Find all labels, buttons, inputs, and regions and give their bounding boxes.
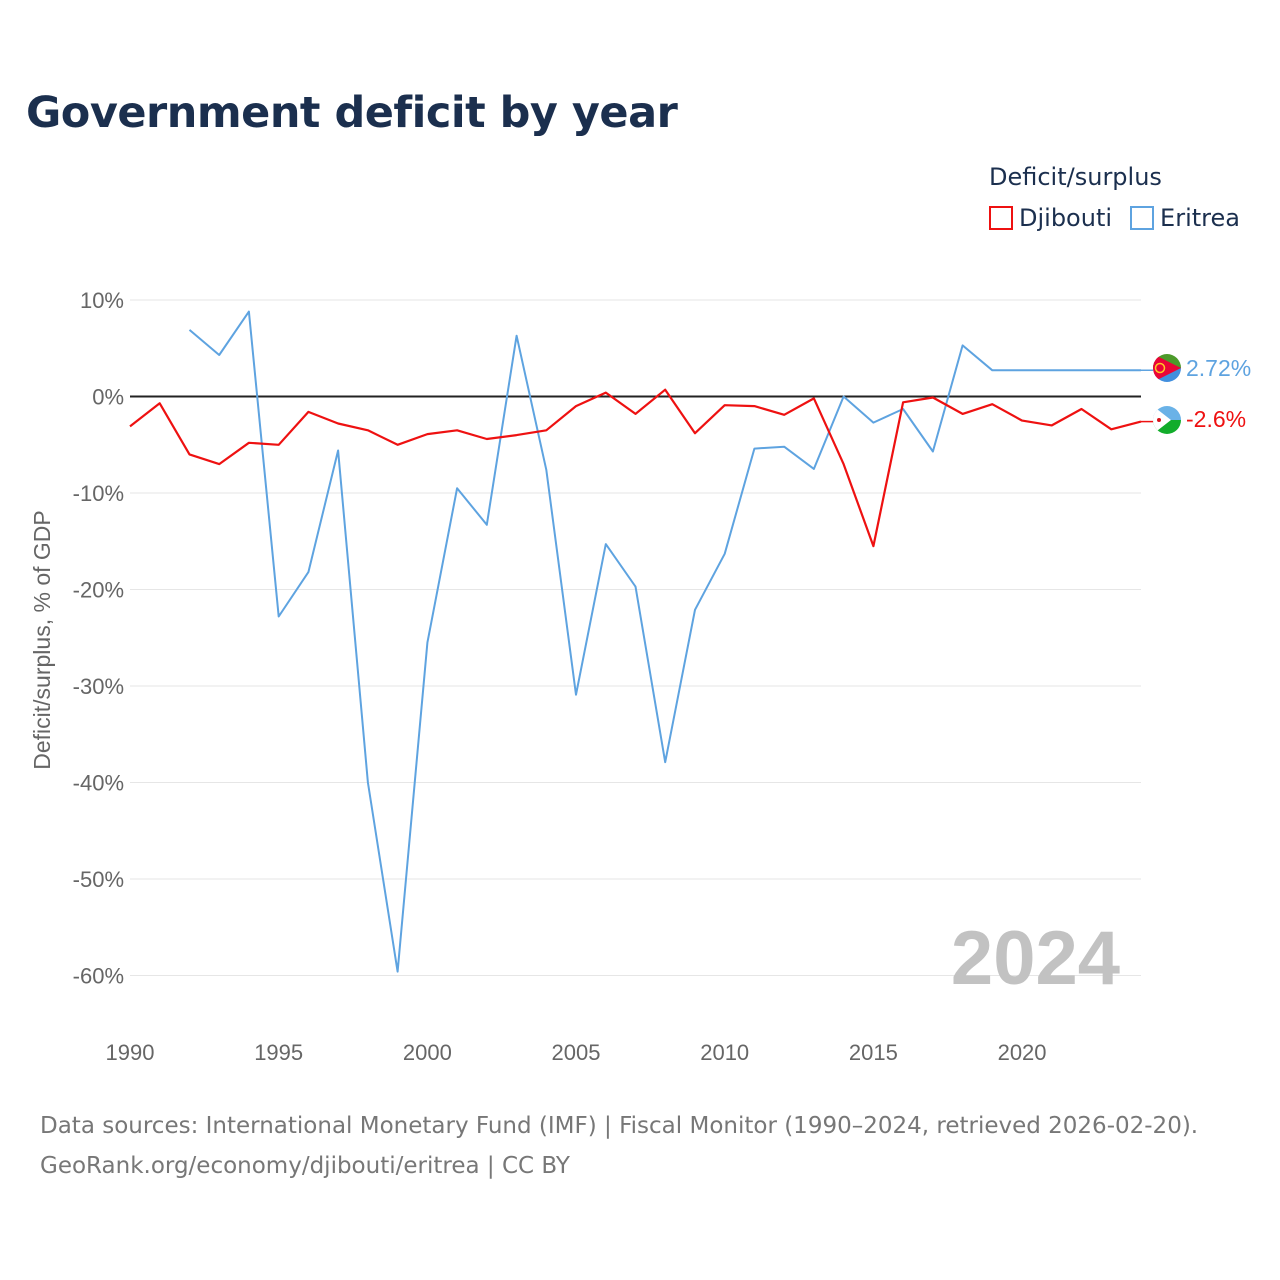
y-tick-label: -10% (73, 481, 124, 506)
x-tick-labels: 1990 1995 2000 2005 2010 2015 2020 (106, 1040, 1047, 1065)
x-tick-label: 2005 (552, 1040, 601, 1065)
series-line-djibouti[interactable] (129, 388, 1142, 548)
djibouti-flag-icon (1153, 406, 1181, 434)
x-tick-label: 2015 (849, 1040, 898, 1065)
y-tick-label: -20% (73, 578, 124, 603)
legend-label-eritrea: Eritrea (1160, 204, 1240, 232)
y-tick-label: 10% (80, 288, 124, 313)
legend-swatch-djibouti (989, 206, 1013, 230)
x-tick-label: 2010 (700, 1040, 749, 1065)
legend-item-eritrea[interactable]: Eritrea (1130, 204, 1240, 232)
y-tick-label: -30% (73, 674, 124, 699)
source-line-2[interactable]: GeoRank.org/economy/djibouti/eritrea | C… (40, 1153, 570, 1179)
source-note: Data sources: International Monetary Fun… (40, 1106, 1198, 1186)
y-tick-label: -60% (73, 964, 124, 989)
eritrea-flag-icon (1153, 354, 1181, 382)
legend-title: Deficit/surplus (989, 163, 1162, 191)
x-tick-label: 2020 (998, 1040, 1047, 1065)
x-tick-label: 1990 (106, 1040, 155, 1065)
legend-item-djibouti[interactable]: Djibouti (989, 204, 1112, 232)
x-tick-label: 2000 (403, 1040, 452, 1065)
y-axis-label: Deficit/surplus, % of GDP (29, 510, 55, 769)
legend-swatch-eritrea (1130, 206, 1155, 230)
year-watermark: 2024 (951, 916, 1120, 1001)
series-line-eritrea[interactable] (188, 310, 1142, 973)
legend: Djibouti Eritrea (989, 204, 1258, 232)
source-line-1: Data sources: International Monetary Fun… (40, 1113, 1199, 1139)
y-tick-label: 0% (92, 385, 124, 410)
djibouti-end-label: -2.6% (1186, 406, 1246, 432)
legend-label-djibouti: Djibouti (1019, 204, 1113, 232)
grid-lines (130, 299, 1141, 976)
series-lines (129, 310, 1153, 973)
y-tick-labels: 10% 0% -10% -20% -30% -40% -50% -60% (73, 288, 124, 989)
eritrea-end-label: 2.72% (1186, 355, 1251, 381)
y-tick-label: -50% (73, 867, 124, 892)
x-tick-label: 1995 (254, 1040, 303, 1065)
y-tick-label: -40% (73, 771, 124, 796)
chart-title: Government deficit by year (26, 88, 678, 138)
